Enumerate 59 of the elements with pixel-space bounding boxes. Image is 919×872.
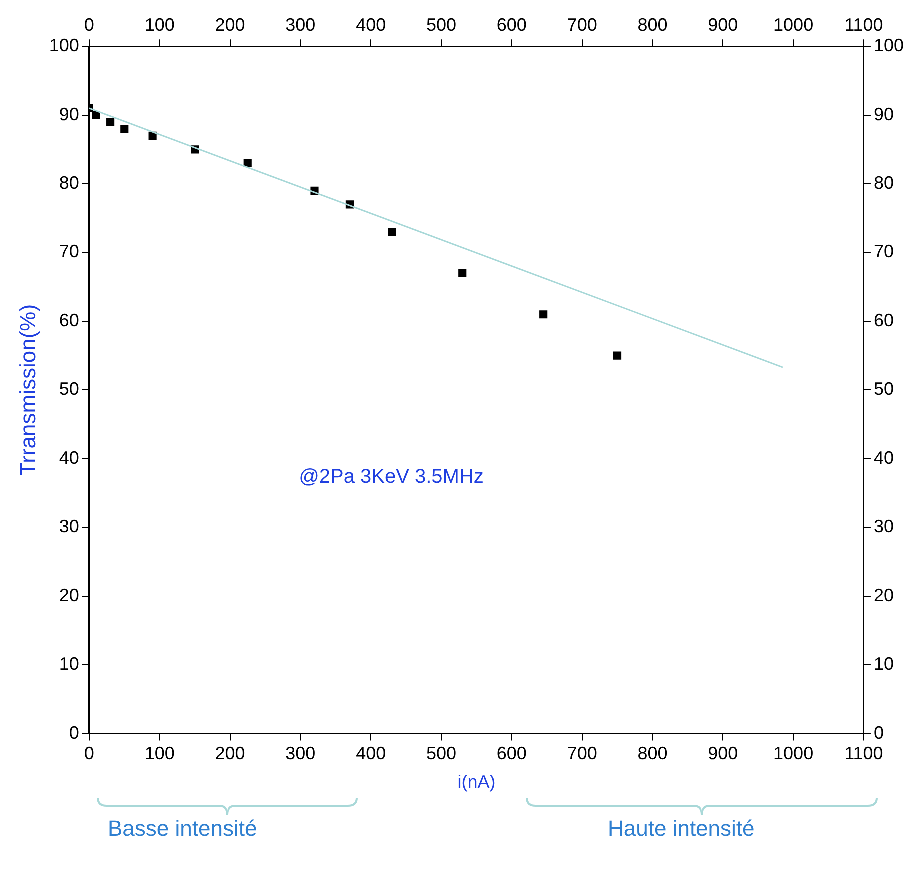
x2-tick-label: 600	[496, 14, 527, 35]
x-tick-label: 300	[286, 744, 316, 764]
x2-tick-label: 700	[567, 14, 598, 35]
x2-tick-label: 800	[638, 14, 668, 35]
text: Basse intensité	[108, 816, 258, 842]
y-tick-label: 90	[59, 104, 80, 124]
x-tick-label: 400	[356, 744, 386, 764]
y2-tick-label: 90	[874, 104, 894, 124]
y-tick-label: 100	[49, 36, 80, 56]
x-tick-label: 1000	[774, 744, 814, 764]
text: Haute intensité	[608, 816, 755, 842]
x-tick-label: 100	[144, 744, 175, 764]
x-tick-label: 1100	[844, 744, 884, 764]
x2-tick-label: 200	[215, 14, 246, 35]
point	[613, 352, 622, 360]
y-tick-label: 20	[59, 585, 80, 606]
x-tick-label: 500	[426, 744, 457, 764]
y2-tick-label: 50	[874, 379, 894, 400]
y2-tick-label: 80	[874, 173, 894, 194]
y2-tick-label: 40	[874, 448, 894, 468]
y-axis-title: Trransmission(%)	[15, 304, 40, 476]
y2-tick-label: 20	[874, 585, 894, 606]
annotation: @2Pa 3KeV 3.5MHz	[299, 466, 484, 488]
y-tick-label: 80	[59, 173, 80, 194]
y-tick-label: 40	[59, 448, 80, 468]
y-tick-label: 10	[59, 654, 80, 674]
x2-tick-label: 1000	[774, 14, 814, 35]
x-tick-label: 200	[215, 744, 246, 764]
x-tick-label: 600	[496, 744, 527, 764]
x2-tick-label: 1100	[844, 14, 884, 35]
y2-tick-label: 0	[874, 722, 884, 743]
x2-tick-label: 100	[144, 14, 175, 35]
point	[106, 118, 115, 126]
x2-tick-label: 900	[708, 14, 738, 35]
y2-tick-label: 60	[874, 310, 894, 330]
x-tick-label: 800	[638, 744, 668, 764]
y-tick-label: 70	[59, 242, 80, 262]
x-axis-title: i(nA)	[458, 772, 496, 792]
x2-tick-label: 0	[84, 14, 94, 35]
point	[244, 159, 252, 168]
x2-tick-label: 300	[286, 14, 316, 35]
point	[120, 125, 129, 134]
y2-tick-label: 70	[874, 242, 894, 262]
y-tick-label: 0	[69, 722, 80, 743]
y2-tick-label: 30	[874, 516, 894, 537]
x-tick-label: 700	[567, 744, 598, 764]
x2-tick-label: 500	[426, 14, 457, 35]
y-tick-label: 30	[59, 516, 80, 537]
x2-tick-label: 400	[356, 14, 386, 35]
y2-tick-label: 10	[874, 654, 894, 674]
y-tick-label: 50	[59, 379, 80, 400]
x-tick-label: 0	[84, 744, 94, 764]
y-tick-label: 60	[59, 310, 80, 330]
x-tick-label: 900	[708, 744, 738, 764]
point	[458, 269, 467, 278]
point	[388, 228, 396, 236]
point	[92, 111, 101, 120]
point	[540, 310, 548, 319]
y2-tick-label: 100	[874, 36, 904, 56]
